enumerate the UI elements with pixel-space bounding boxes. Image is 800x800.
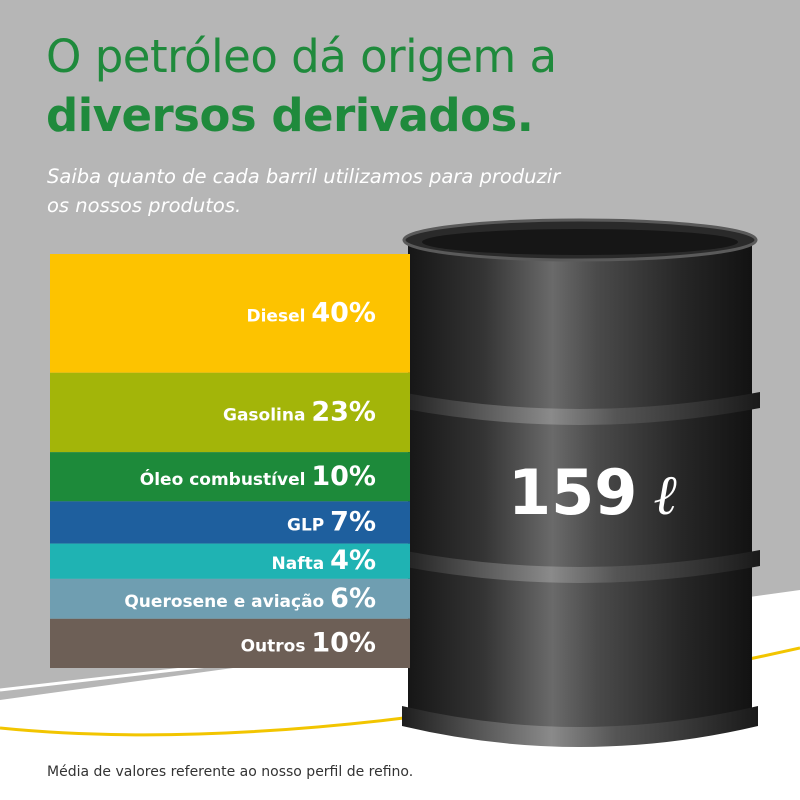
category-label: Diesel [246,306,311,326]
bar-band-gasolina [50,372,410,453]
value-label: 4% [330,545,376,576]
bar-label-outros: Outros 10% [241,627,376,658]
bar-glp: GLP 7% [50,501,410,544]
bar-band-outros [50,618,410,668]
barrel-rib-lower [400,550,760,583]
oil-barrel-illustration [400,218,760,747]
bar-outros: Outros 10% [50,618,410,668]
bar-label-oleo-combustivel: Óleo combustível 10% [140,461,376,492]
bar-label-diesel: Diesel 40% [246,297,376,328]
category-label: Querosene e aviação [124,592,330,612]
value-label: 23% [311,396,376,427]
bar-band-querosene-e-aviacao [50,578,410,619]
bar-oleo-combustivel: Óleo combustível 10% [50,452,410,502]
title-line-1: O petróleo dá origem a [46,30,557,83]
bar-querosene-e-aviacao: Querosene e aviação 6% [50,578,410,619]
bar-label-gasolina: Gasolina 23% [223,396,376,427]
bar-band-oleo-combustivel [50,452,410,502]
barrel-bottom-rim [402,706,758,747]
subtitle: Saiba quanto de cada barril utilizamos p… [47,165,561,217]
bar-gasolina: Gasolina 23% [50,372,410,453]
bar-nafta: Nafta 4% [50,543,410,579]
bar-band-diesel [50,254,410,373]
category-label: Nafta [272,554,331,574]
value-label: 40% [311,297,376,328]
category-label: GLP [287,515,330,535]
barrel-volume-value: 159 [508,456,638,529]
footnote: Média de valores referente ao nosso perf… [47,764,414,780]
barrel-top-lid [422,229,738,255]
barrel-volume-unit: ℓ [653,463,677,528]
derivatives-bar-chart: Diesel 40% Gasolina 23% Óleo combustível 1… [50,254,410,668]
value-label: 10% [311,627,376,658]
barrel-rib-upper [400,392,760,425]
bar-diesel: Diesel 40% [50,254,410,373]
title-line-2: diversos derivados. [46,89,534,142]
value-label: 6% [330,583,376,614]
bar-band-nafta [50,543,410,579]
category-label: Óleo combustível [140,468,312,490]
value-label: 10% [311,461,376,492]
barrel-body [408,240,752,743]
bar-label-querosene-e-aviacao: Querosene e aviação 6% [124,583,376,614]
bar-label-nafta: Nafta 4% [272,545,376,576]
bar-label-glp: GLP 7% [287,506,376,537]
barrel-volume-label: 159 ℓ [508,462,677,524]
bar-band-glp [50,501,410,544]
category-label: Outros [241,636,312,656]
category-label: Gasolina [223,405,311,425]
value-label: 7% [330,506,376,537]
